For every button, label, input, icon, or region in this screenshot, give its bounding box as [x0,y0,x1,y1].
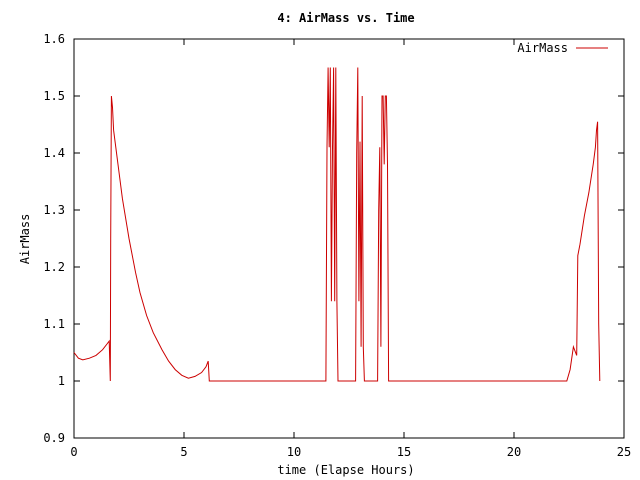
legend: AirMass [517,41,608,55]
x-tick-label: 10 [287,445,301,459]
y-tick-label: 1.6 [43,32,65,46]
y-tick-label: 0.9 [43,431,65,445]
x-tick-label: 0 [70,445,77,459]
y-tick-label: 1.4 [43,146,65,160]
y-tick-label: 1.5 [43,89,65,103]
y-tick-label: 1.3 [43,203,65,217]
x-tick-label: 20 [507,445,521,459]
x-tick-label: 5 [180,445,187,459]
y-tick-label: 1 [58,374,65,388]
x-tick-label: 15 [397,445,411,459]
series-line-airmass [73,67,601,382]
y-axis-label: AirMass [18,214,32,265]
series-layer [73,67,601,382]
x-axis-label: time (Elapse Hours) [277,463,414,477]
x-tick-label: 25 [617,445,631,459]
y-tick-label: 1.1 [43,317,65,331]
plot-frame [73,38,625,439]
y-axis: 0.9 1 1.1 1.2 1.3 1.4 1.5 1.6 [43,32,624,445]
legend-label-airmass: AirMass [517,41,568,55]
x-axis: 0 5 10 15 20 25 [70,39,631,459]
chart-title: 4: AirMass vs. Time [277,11,414,25]
y-tick-label: 1.2 [43,260,65,274]
